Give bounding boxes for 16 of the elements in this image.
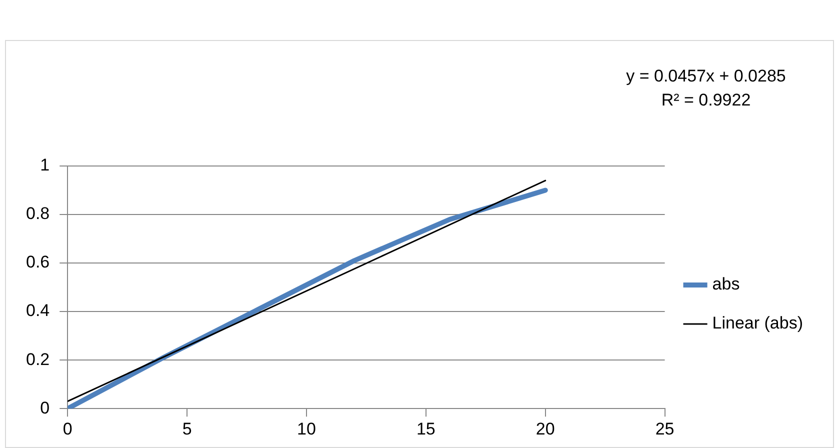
x-tick-label: 0 xyxy=(62,419,72,438)
x-tick-label: 5 xyxy=(182,419,192,438)
x-tick-label: 20 xyxy=(536,419,555,438)
y-tick-label: 0 xyxy=(40,398,50,418)
y-tick-label: 0.6 xyxy=(26,252,50,272)
y-tick-label: 0.8 xyxy=(26,204,50,224)
y-tick-label: 0.2 xyxy=(26,350,50,369)
y-tick-label: 0.4 xyxy=(26,301,50,320)
x-tick-label: 15 xyxy=(416,419,436,438)
legend-label: abs xyxy=(712,274,740,294)
text: R² = 0.9922 xyxy=(661,90,751,110)
x-tick-label: 25 xyxy=(655,419,674,438)
x-tick-label: 10 xyxy=(297,419,316,438)
y-tick-label: 1 xyxy=(40,156,50,175)
legend-label: Linear (abs) xyxy=(712,314,804,333)
text: y = 0.0457x + 0.0285 xyxy=(626,66,786,86)
